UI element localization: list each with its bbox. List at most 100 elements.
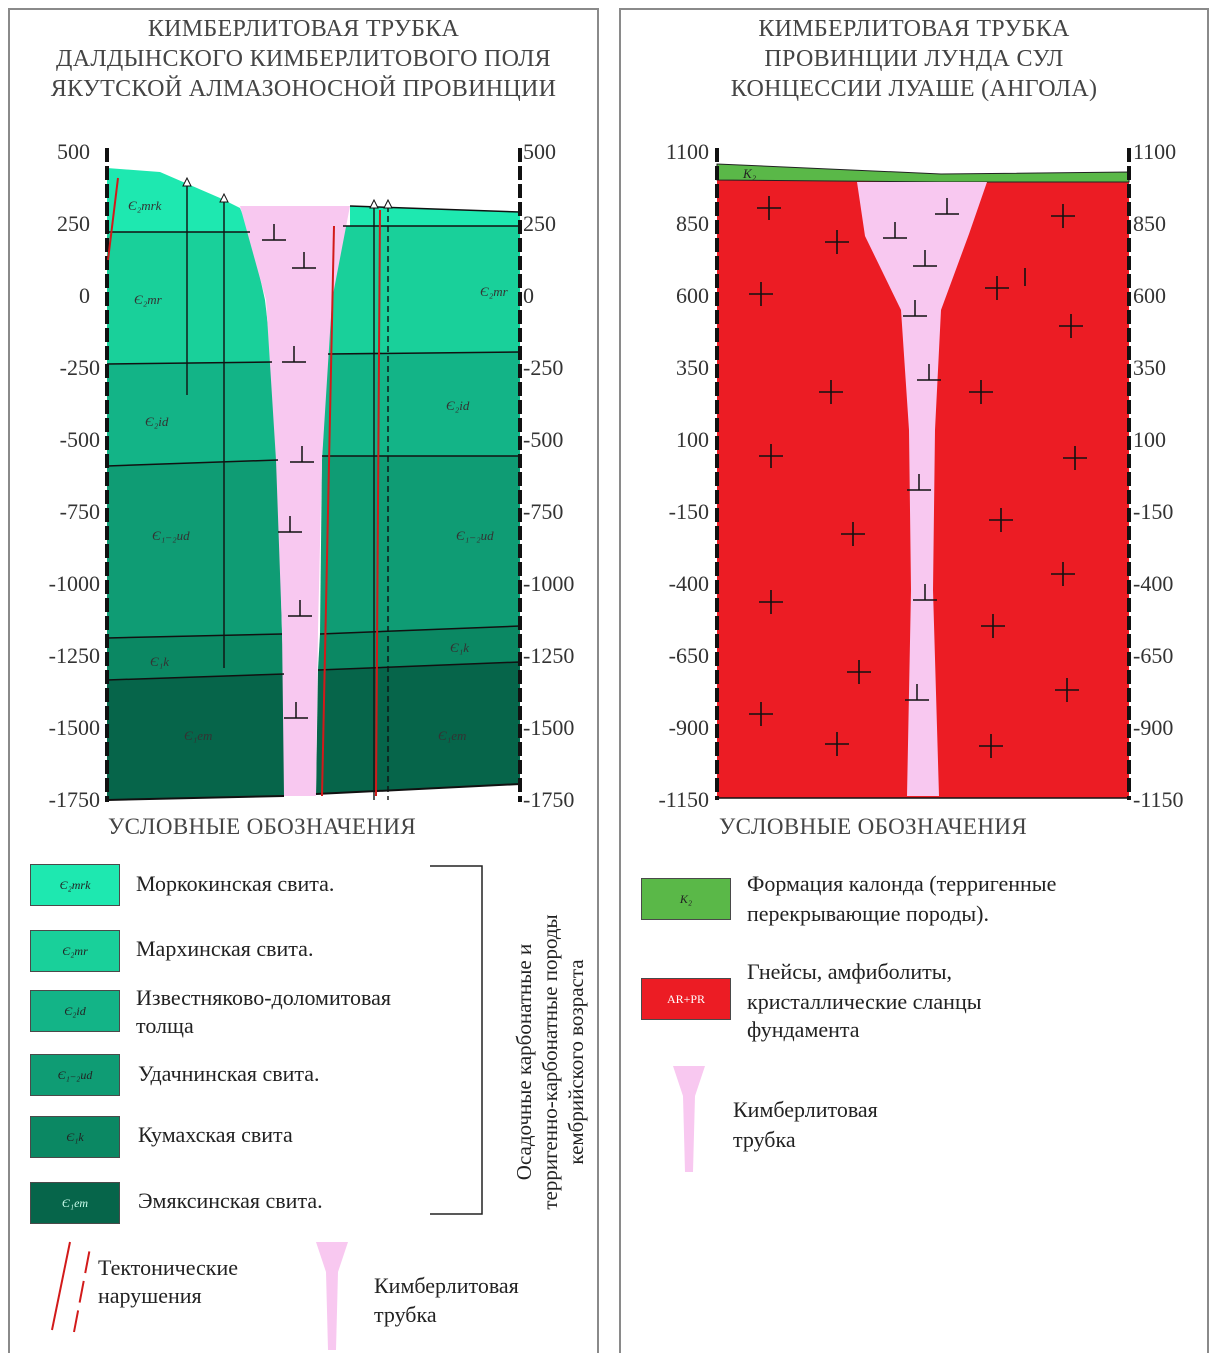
layer-ud-right bbox=[320, 456, 520, 634]
legend-pipe-shape bbox=[316, 1242, 348, 1350]
left-axis-tick-neg1250: -1250 bbox=[48, 643, 100, 668]
left-axis-tick-r-neg1000: -1000 bbox=[523, 571, 575, 596]
layer-mr-right bbox=[328, 226, 520, 354]
right-axis-tick-r-100: 100 bbox=[1133, 427, 1166, 452]
legend-pipe-text-1: Кимберлитовая bbox=[374, 1273, 519, 1298]
left-axis-tick-r-0: 0 bbox=[523, 283, 534, 308]
left-axis-tick-neg250: -250 bbox=[59, 355, 100, 380]
legend-swatch-arpr: AR+PR bbox=[641, 978, 731, 1020]
right-axis-tick-neg150: -150 bbox=[668, 499, 709, 524]
boundary-line bbox=[106, 361, 273, 365]
legend-pipe-shape-right bbox=[673, 1066, 705, 1172]
left-axis-tick-neg1500: -1500 bbox=[48, 715, 100, 740]
legend-text-id-1: Известняково-доломитовая bbox=[136, 985, 392, 1010]
right-title-line-2: ПРОВИНЦИИ ЛУНДА СУЛ bbox=[764, 46, 1064, 72]
fault-line-2 bbox=[321, 225, 335, 797]
legend-text-mrk: Моркокинская свита. bbox=[136, 871, 335, 896]
left-axis-tick-r-250: 250 bbox=[523, 211, 556, 236]
section-label-ud-right: Є₁₋₂ud bbox=[456, 528, 494, 543]
legend-text-k: Кумахская свита bbox=[138, 1122, 293, 1147]
left-axis-tick-neg1000: -1000 bbox=[48, 571, 100, 596]
left-axis-tick-0: 0 bbox=[79, 283, 90, 308]
legend-faults-text-1: Тектонические bbox=[98, 1255, 239, 1280]
boundary-line bbox=[349, 205, 521, 213]
left-frame-bottom bbox=[106, 795, 285, 801]
right-title: КИМБЕРЛИТОВАЯ ТРУБКА ПРОВИНЦИИ ЛУНДА СУЛ… bbox=[621, 14, 1207, 104]
section-label-ud: Є₁₋₂ud bbox=[152, 528, 190, 543]
right-panel: КИМБЕРЛИТОВАЯ ТРУБКА ПРОВИНЦИИ ЛУНДА СУЛ… bbox=[619, 8, 1209, 1353]
left-axis-tick-250: 250 bbox=[57, 211, 90, 236]
legend-graphics bbox=[51, 865, 483, 1350]
legend-bracket bbox=[430, 865, 483, 1215]
right-frame-bottom bbox=[315, 783, 521, 795]
layer-id bbox=[107, 362, 278, 466]
section-label-mr: Є₂mr bbox=[134, 292, 162, 307]
section-label-em: Є₁em bbox=[184, 728, 213, 743]
boundary-line bbox=[317, 661, 521, 671]
right-section-diagram bbox=[715, 148, 1131, 800]
borehole-head-1 bbox=[182, 176, 192, 187]
fault-line-1 bbox=[107, 177, 119, 261]
legend-swatch-id: Є₂id bbox=[30, 990, 120, 1032]
right-legend-graphics bbox=[673, 1066, 705, 1172]
legend-swatch-k2: K₂ bbox=[641, 878, 731, 920]
legend-fault-line-2 bbox=[73, 1247, 91, 1333]
legend-faults-text-2: нарушения bbox=[98, 1283, 202, 1308]
left-axis-tick-neg500: -500 bbox=[59, 427, 100, 452]
boundary-line bbox=[106, 673, 285, 681]
boundary-line bbox=[106, 459, 279, 467]
pipe-symbols bbox=[262, 224, 316, 719]
legend-swatch-ud: Є₁₋₂ud bbox=[30, 1054, 120, 1096]
left-title-line-3: ЯКУТСКОЙ АЛМАЗОНОСНОЙ ПРОВИНЦИИ bbox=[50, 76, 557, 102]
right-axis-tick-100: 100 bbox=[676, 427, 709, 452]
section-label-mrk: Є₂mrk bbox=[128, 198, 162, 213]
bracket-note-line-3: кембрийского возраста bbox=[564, 959, 588, 1165]
left-axis-tick-neg750: -750 bbox=[59, 499, 100, 524]
legend-pipe-text-2: трубка bbox=[374, 1302, 437, 1327]
left-axis-tick-neg1750: -1750 bbox=[48, 787, 100, 812]
legend-pipe-text-right-1: Кимберлитовая bbox=[733, 1097, 878, 1122]
left-title-line-2: ДАЛДЫНСКОГО КИМБЕРЛИТОВОГО ПОЛЯ bbox=[56, 46, 551, 72]
legend-text-em: Эмяксинская свита. bbox=[138, 1188, 323, 1213]
layer-mrk bbox=[107, 168, 250, 232]
left-panel: КИМБЕРЛИТОВАЯ ТРУБКА ДАЛДЫНСКОГО КИМБЕРЛ… bbox=[8, 8, 599, 1353]
borehole-head-2 bbox=[219, 192, 229, 203]
legend-bracket-note: Осадочные карбонатные и терригенно-карбо… bbox=[511, 862, 589, 1262]
right-axis-tick-r-neg400: -400 bbox=[1133, 571, 1174, 596]
kimberlite-pipe-right bbox=[857, 182, 987, 796]
right-axis-tick-neg650: -650 bbox=[668, 643, 709, 668]
left-axis-tick-500: 500 bbox=[57, 139, 90, 164]
layer-em bbox=[107, 674, 284, 800]
borehole-head-3 bbox=[369, 198, 379, 209]
borehole-head-4 bbox=[383, 198, 393, 209]
right-legend-header: УСЛОВНЫЕ ОБОЗНАЧЕНИЯ bbox=[719, 814, 1028, 839]
kimberlite-pipe bbox=[240, 206, 350, 796]
basement-crosses bbox=[749, 196, 1087, 758]
legend-text-arpr-2: кристаллические сланцы bbox=[747, 989, 982, 1014]
left-title-line-1: КИМБЕРЛИТОВАЯ ТРУБКА bbox=[147, 16, 460, 42]
section-label-k2: K₂ bbox=[743, 166, 757, 181]
section-label-k-right: Є₁k bbox=[450, 640, 469, 655]
legend-text-k2-2: перекрывающие породы). bbox=[747, 901, 989, 926]
fault-line-3 bbox=[375, 209, 381, 797]
layer-em-right bbox=[316, 662, 520, 794]
right-axis-tick-r-350: 350 bbox=[1133, 355, 1166, 380]
legend-swatch-mrk: Є₂mrk bbox=[30, 864, 120, 906]
left-axis-tick-r-neg750: -750 bbox=[523, 499, 564, 524]
left-axis-tick-r-neg1250: -1250 bbox=[523, 643, 575, 668]
layer-k-right bbox=[318, 626, 520, 670]
right-axis-tick-1100: 1100 bbox=[665, 139, 709, 164]
legend-text-k2-1: Формация калонда (терригенные bbox=[747, 871, 1057, 896]
right-axis-tick-r-1100: 1100 bbox=[1133, 139, 1177, 164]
legend-swatch-mr: Є₂mr bbox=[30, 930, 120, 972]
right-axis-tick-r-850: 850 bbox=[1133, 211, 1166, 236]
legend-pipe-text-right-2: трубка bbox=[733, 1127, 796, 1152]
left-axis-tick-r-neg1500: -1500 bbox=[523, 715, 575, 740]
section-label-id: Є₂id bbox=[145, 414, 169, 429]
right-axis-tick-r-neg650: -650 bbox=[1133, 643, 1174, 668]
right-axis-tick-neg900: -900 bbox=[668, 715, 709, 740]
section-label-id-right: Є₂id bbox=[446, 398, 470, 413]
left-section-diagram bbox=[105, 148, 522, 802]
left-axis-tick-r-neg1750: -1750 bbox=[523, 787, 575, 812]
right-axis-tick-r-neg150: -150 bbox=[1133, 499, 1174, 524]
